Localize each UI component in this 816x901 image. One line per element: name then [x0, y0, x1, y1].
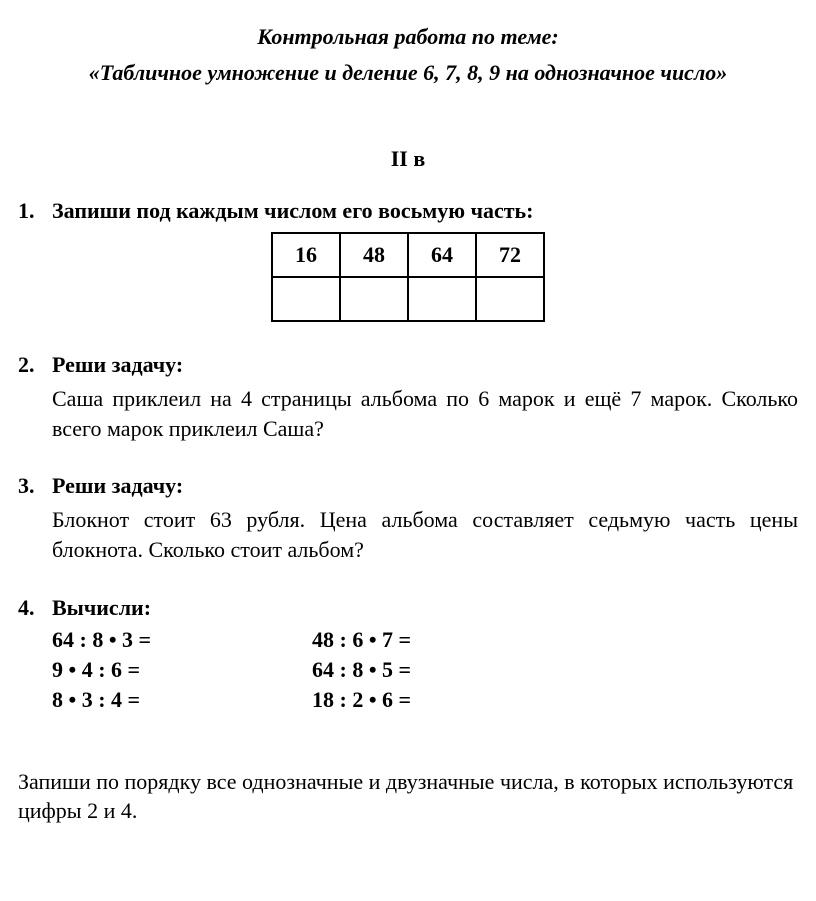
task-4-title: Вычисли: — [52, 595, 151, 621]
worksheet-page: Контрольная работа по теме: «Табличное у… — [0, 0, 816, 850]
task-4-number: 4. — [18, 595, 52, 621]
task-1-heading: 1. Запиши под каждым числом его восьмую … — [18, 198, 798, 224]
task-1-title: Запиши под каждым числом его восьмую час… — [52, 198, 534, 224]
calc-column-2: 48 : 6 • 7 = 64 : 8 • 5 = 18 : 2 • 6 = — [312, 627, 572, 717]
task-3-heading: 3. Реши задачу: — [18, 473, 798, 499]
task-2-number: 2. — [18, 352, 52, 378]
task-4-heading: 4. Вычисли: — [18, 595, 798, 621]
task-3-title: Реши задачу: — [52, 473, 183, 499]
footer-task: Запиши по порядку все однозначные и двуз… — [18, 767, 798, 826]
task-3-number: 3. — [18, 473, 52, 499]
task-4-calculations: 64 : 8 • 3 = 9 • 4 : 6 = 8 • 3 : 4 = 48 … — [18, 627, 798, 717]
task-2-body: Саша приклеил на 4 страницы альбома по 6… — [18, 384, 798, 443]
task-2-title: Реши задачу: — [52, 352, 183, 378]
task-4: 4. Вычисли: 64 : 8 • 3 = 9 • 4 : 6 = 8 •… — [18, 595, 798, 717]
calc-expression: 18 : 2 • 6 = — [312, 687, 572, 713]
calc-expression: 64 : 8 • 3 = — [52, 627, 312, 653]
table-cell-empty — [476, 277, 544, 321]
variant-label: II в — [18, 146, 798, 172]
task-3-body: Блокнот стоит 63 рубля. Цена альбома сос… — [18, 505, 798, 564]
page-subtitle: «Табличное умножение и деление 6, 7, 8, … — [18, 60, 798, 86]
calc-expression: 9 • 4 : 6 = — [52, 657, 312, 683]
task-2: 2. Реши задачу: Саша приклеил на 4 стран… — [18, 352, 798, 443]
page-title: Контрольная работа по теме: — [18, 24, 798, 50]
task-1-table: 16 48 64 72 — [271, 232, 545, 322]
calc-expression: 8 • 3 : 4 = — [52, 687, 312, 713]
table-cell: 48 — [340, 233, 408, 277]
table-cell-empty — [272, 277, 340, 321]
table-cell-empty — [408, 277, 476, 321]
table-row: 16 48 64 72 — [272, 233, 544, 277]
calc-column-1: 64 : 8 • 3 = 9 • 4 : 6 = 8 • 3 : 4 = — [52, 627, 312, 717]
task-1-number: 1. — [18, 198, 52, 224]
table-row — [272, 277, 544, 321]
table-cell: 72 — [476, 233, 544, 277]
table-cell-empty — [340, 277, 408, 321]
task-3: 3. Реши задачу: Блокнот стоит 63 рубля. … — [18, 473, 798, 564]
calc-expression: 48 : 6 • 7 = — [312, 627, 572, 653]
task-2-heading: 2. Реши задачу: — [18, 352, 798, 378]
calc-expression: 64 : 8 • 5 = — [312, 657, 572, 683]
table-cell: 64 — [408, 233, 476, 277]
task-1: 1. Запиши под каждым числом его восьмую … — [18, 198, 798, 322]
table-cell: 16 — [272, 233, 340, 277]
